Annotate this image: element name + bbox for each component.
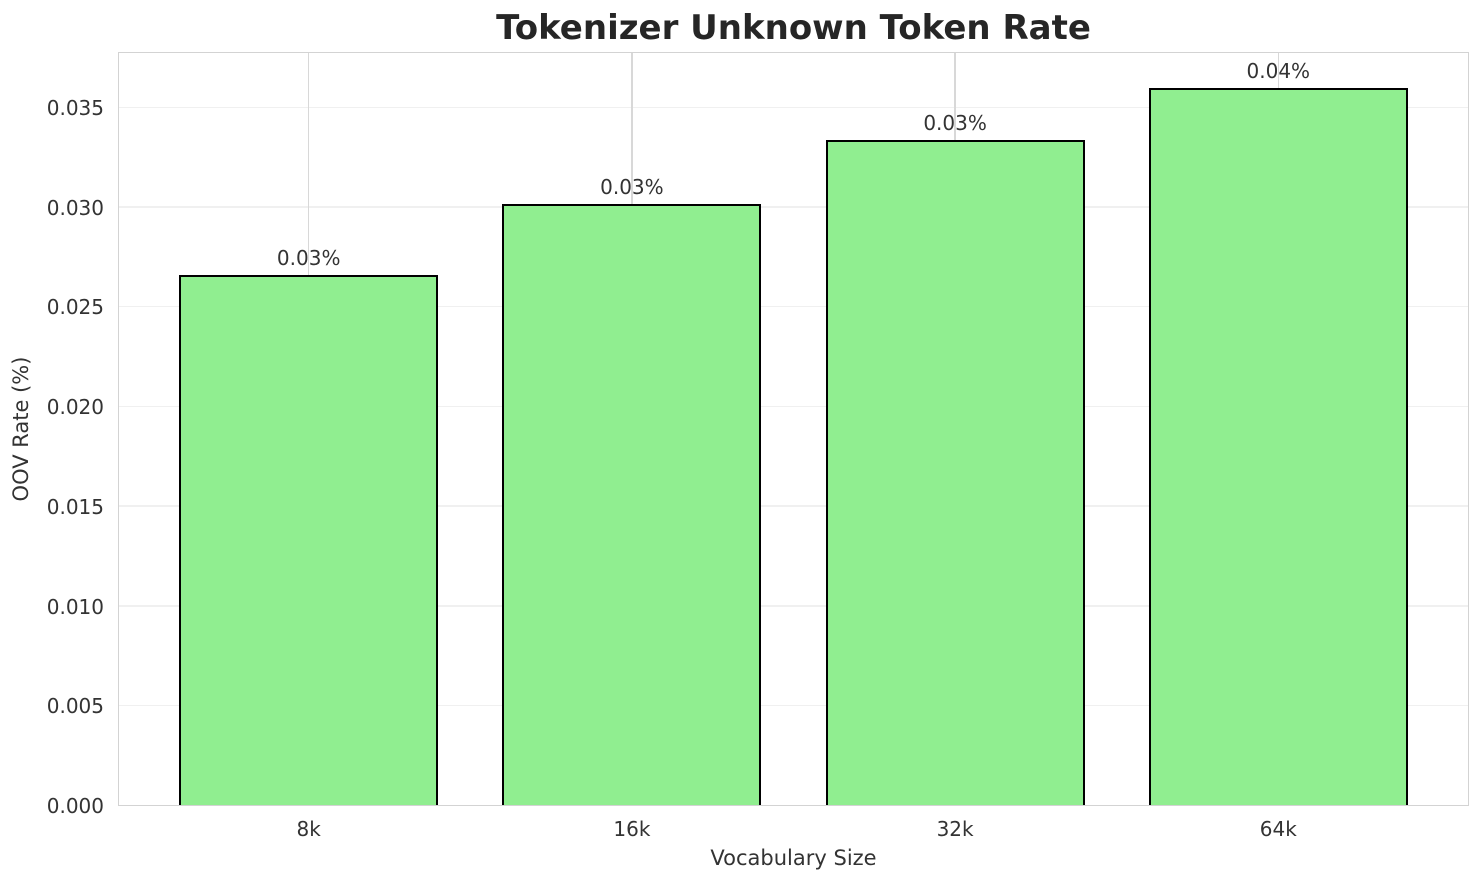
y-tick-label: 0.015 [46,494,104,519]
y-tick-label: 0.000 [46,794,104,818]
gridline-horizontal [118,206,1469,208]
x-axis-label: Vocabulary Size [710,846,877,870]
gridline-horizontal [118,704,1469,707]
y-tick-label: 0.010 [46,594,104,619]
y-tick-label: 0.025 [46,295,104,320]
bar-value-label: 0.04% [1246,58,1311,83]
x-tick-label: 16k [613,817,651,841]
x-tick-label: 64k [1259,817,1297,841]
gridline-horizontal [118,305,1469,308]
x-tick-label: 32k [936,817,974,841]
plot-area: 0.03% 0.03% 0.03% 0.04% [118,52,1469,806]
bar [1148,87,1408,806]
y-tick-label: 0.035 [46,95,104,120]
x-tick-label: 8k [296,817,321,841]
bar-value-label: 0.03% [600,174,664,199]
gridline-horizontal [118,605,1469,607]
y-axis-label: OOV Rate (%) [9,356,33,502]
gridline-horizontal [118,106,1469,108]
bar [502,203,762,806]
chart-title: Tokenizer Unknown Token Rate [496,8,1091,48]
bar [179,275,439,806]
y-tick-label: 0.020 [46,395,104,420]
gridline-horizontal [118,405,1469,408]
y-tick-label: 0.030 [46,195,104,220]
gridline-horizontal [118,505,1469,507]
bar [825,139,1085,806]
bar-value-label: 0.03% [923,110,987,135]
y-tick-label: 0.005 [46,694,104,719]
bar-value-label: 0.03% [276,246,341,271]
